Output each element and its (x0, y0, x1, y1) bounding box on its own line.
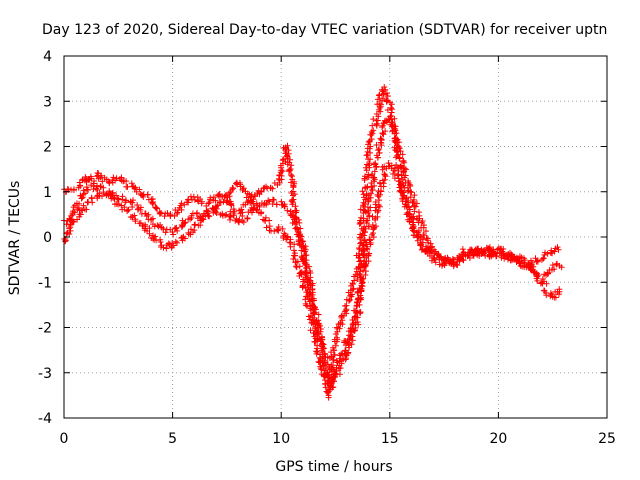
data-point (372, 160, 378, 166)
x-tick-label: 25 (598, 431, 616, 447)
y-axis-label: SDTVAR / TECUs (7, 181, 23, 296)
data-point (153, 205, 159, 211)
data-point (375, 118, 381, 124)
data-point (174, 240, 180, 246)
x-tick-label: 0 (60, 431, 69, 447)
y-tick-label: -1 (38, 275, 52, 291)
data-point (83, 206, 89, 212)
data-point (416, 209, 422, 215)
data-point (220, 199, 226, 205)
data-point (274, 201, 280, 207)
x-tick-label: 20 (489, 431, 507, 447)
data-point (149, 200, 155, 206)
data-point (382, 172, 388, 178)
y-tick-label: -4 (38, 411, 52, 427)
data-point (308, 327, 314, 333)
y-tick-label: -2 (38, 321, 52, 337)
x-tick-label: 15 (381, 431, 399, 447)
data-point (359, 188, 365, 194)
data-point (540, 256, 546, 262)
data-point (294, 264, 300, 270)
x-tick-label: 5 (168, 431, 177, 447)
data-point (410, 224, 416, 230)
x-axis-label: GPS time / hours (275, 459, 392, 475)
plot-border (64, 56, 607, 418)
x-tick-label: 10 (272, 431, 290, 447)
y-tick-label: -3 (38, 366, 52, 382)
data-point (375, 147, 381, 153)
series-track-b (61, 117, 565, 391)
y-tick-label: 3 (43, 94, 52, 110)
data-point (192, 222, 198, 228)
data-point (226, 213, 232, 219)
y-tick-label: 4 (43, 49, 52, 65)
data-point (291, 247, 297, 253)
data-point (363, 268, 369, 274)
data-point (124, 184, 130, 190)
sdtvar-chart: Day 123 of 2020, Sidereal Day-to-day VTE… (0, 0, 640, 480)
data-point (358, 309, 364, 315)
data-point (89, 199, 95, 205)
y-tick-label: 1 (43, 185, 52, 201)
data-point (173, 225, 179, 231)
data-point (553, 295, 559, 301)
data-point (268, 228, 274, 234)
data-point (158, 210, 164, 216)
chart-title: Day 123 of 2020, Sidereal Day-to-day VTE… (42, 22, 607, 38)
series-track-a (61, 84, 561, 386)
data-point (263, 225, 269, 231)
data-point (124, 208, 130, 214)
data-point (550, 262, 556, 268)
data-point (85, 187, 91, 193)
data-point (89, 195, 95, 201)
data-point (233, 181, 239, 187)
data-point (369, 129, 375, 135)
y-tick-label: 2 (43, 140, 52, 156)
data-point (227, 217, 233, 223)
y-tick-label: 0 (43, 230, 52, 246)
plot-area (61, 84, 565, 401)
grid-lines (64, 56, 607, 418)
